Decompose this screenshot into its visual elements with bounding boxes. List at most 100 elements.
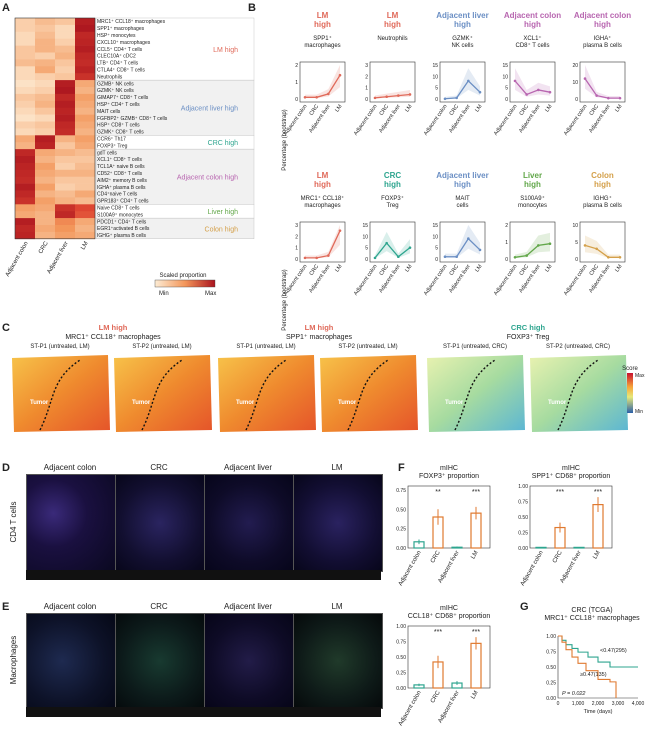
heatmap-group-box: [95, 148, 255, 205]
heatmap-cell: [15, 59, 35, 67]
f-xtick-label: LM: [470, 690, 479, 700]
g-chart-title: MRC1⁺ CCL18⁺ macrophages: [544, 615, 640, 622]
c-tumor-boundary: [245, 359, 287, 431]
b-ylabel-row1: Percentage (bootstrap): [282, 109, 288, 170]
b-ytick-label: 15: [362, 223, 368, 229]
heatmap-cell: [55, 142, 75, 150]
heatmap-cell: [15, 52, 35, 60]
heatmap-column-label: LM: [80, 241, 89, 251]
b-ytick-label: 0: [295, 97, 298, 103]
c-cell-name: MRC1⁺ CCL18⁺ macrophages: [65, 334, 161, 341]
b-plot-cell-name: MRC1⁺ CCL18⁺: [301, 195, 345, 202]
c-sample-label: ST-P2 (untreated, LM): [132, 344, 191, 350]
b-ytick-label: 5: [435, 246, 438, 252]
b-plot-frame: [299, 61, 346, 103]
b-plot-frame: [439, 221, 486, 263]
heatmap-cell: [55, 66, 75, 74]
heatmap-cell: [75, 204, 95, 212]
b-xtick-label: LM: [404, 263, 414, 273]
heatmap-group-label: Colon high: [205, 226, 239, 233]
heatmap-row-label: CTLA4⁺ CD8⁺ T cells: [97, 68, 145, 74]
heatmap-row-label: EGR1⁺activated B cells: [97, 226, 150, 232]
b-xtick-label: CRC: [379, 104, 391, 117]
b-series-point: [397, 255, 400, 259]
g-xtick-label: 3,000: [612, 701, 625, 707]
heatmap-cell: [15, 80, 35, 88]
heatmap-group-label: CRC high: [208, 140, 238, 147]
b-xtick-label: CRC: [309, 104, 321, 117]
b-ytick-label: 10: [432, 74, 438, 80]
e-image-crc: [115, 613, 205, 709]
b-plot-cell-name: plasma B cells: [583, 203, 622, 209]
heatmap-cell: [35, 142, 55, 150]
b-ytick-label: 2: [365, 74, 368, 80]
b-xtick-label: LM: [614, 103, 624, 113]
b-plot-cell-name: IGHG⁺: [593, 195, 612, 202]
b-series-point: [408, 246, 412, 249]
heatmap-cell: [55, 176, 75, 184]
b-plot-cell-name: Treg: [386, 203, 398, 209]
heatmap-cell: [75, 231, 95, 240]
e-column-label: CRC: [150, 602, 168, 611]
heatmap-cell: [75, 183, 95, 191]
b-ytick-label: 5: [505, 86, 508, 92]
heatmap-cell: [75, 135, 95, 143]
heatmap-cell: [15, 128, 35, 136]
heatmap-cell: [75, 142, 95, 150]
heatmap-row-label: GIMAP7⁺ CD8⁺ T cells: [97, 95, 149, 101]
g-survival-curve-high: [558, 635, 617, 698]
f-chart-frame: [529, 485, 613, 549]
b-plot-cell-name: S100A9⁺: [520, 195, 545, 202]
heatmap-cell: [75, 38, 95, 46]
b-confidence-ribbon: [445, 68, 480, 99]
b-series-line: [374, 242, 411, 259]
b-ytick-label: 0: [435, 97, 438, 103]
heatmap-cell: [75, 149, 95, 157]
b-series-line: [445, 237, 481, 258]
heatmap-cell: [75, 197, 95, 205]
c-tissue-map: [530, 355, 628, 432]
b-plot-frame: [579, 221, 626, 263]
heatmap-cell: [35, 24, 55, 33]
heatmap-cell: [15, 149, 35, 157]
b-plot-group-title: Adjacent liver: [436, 11, 488, 20]
b-ytick-label: 3: [365, 63, 368, 69]
heatmap-cell: [75, 121, 95, 129]
heatmap-group-box: [95, 17, 255, 81]
heatmap-group-label: Liver high: [208, 209, 238, 216]
b-plot-frame: [299, 221, 346, 263]
b-series-point: [315, 96, 318, 99]
b-plot-cell-name: Neutrophils: [377, 36, 407, 42]
b-series-point: [373, 256, 377, 260]
b-plot-cell-name: macrophages: [304, 43, 340, 49]
heatmap-cell: [15, 169, 35, 177]
b-series-point: [583, 77, 587, 80]
b-plot-group-title: LM: [317, 11, 329, 20]
b-xtick-label: LM: [544, 103, 554, 113]
heatmap-cell: [55, 93, 75, 102]
b-plot-group-title: high: [314, 180, 331, 189]
c-tumor-label: Tumor: [132, 400, 151, 406]
g-ytick-label: 0.75: [546, 650, 556, 656]
f-ytick-label: 1.00: [518, 484, 528, 490]
d-legend-bar: [26, 570, 381, 580]
b-series-point: [303, 96, 307, 99]
heatmap-cell: [75, 87, 95, 95]
heatmap-cell: [55, 218, 75, 226]
heatmap-cell: [75, 114, 95, 122]
f-xtick-label: Adjacent liver: [438, 550, 461, 584]
heatmap-cell: [15, 183, 35, 191]
b-series-line: [305, 74, 341, 98]
g-ytick-label: 1.00: [546, 634, 556, 640]
f-ytick-label: 1.00: [396, 624, 406, 630]
heatmap-row-label: Naive CD8⁺ T cells: [97, 206, 140, 212]
b-series-point: [455, 96, 458, 100]
heatmap-row-label: MAIT cells: [97, 109, 121, 115]
f-chart-title: mIHC: [440, 465, 458, 472]
heatmap-cell: [35, 73, 55, 81]
heatmap-cell: [75, 156, 95, 164]
